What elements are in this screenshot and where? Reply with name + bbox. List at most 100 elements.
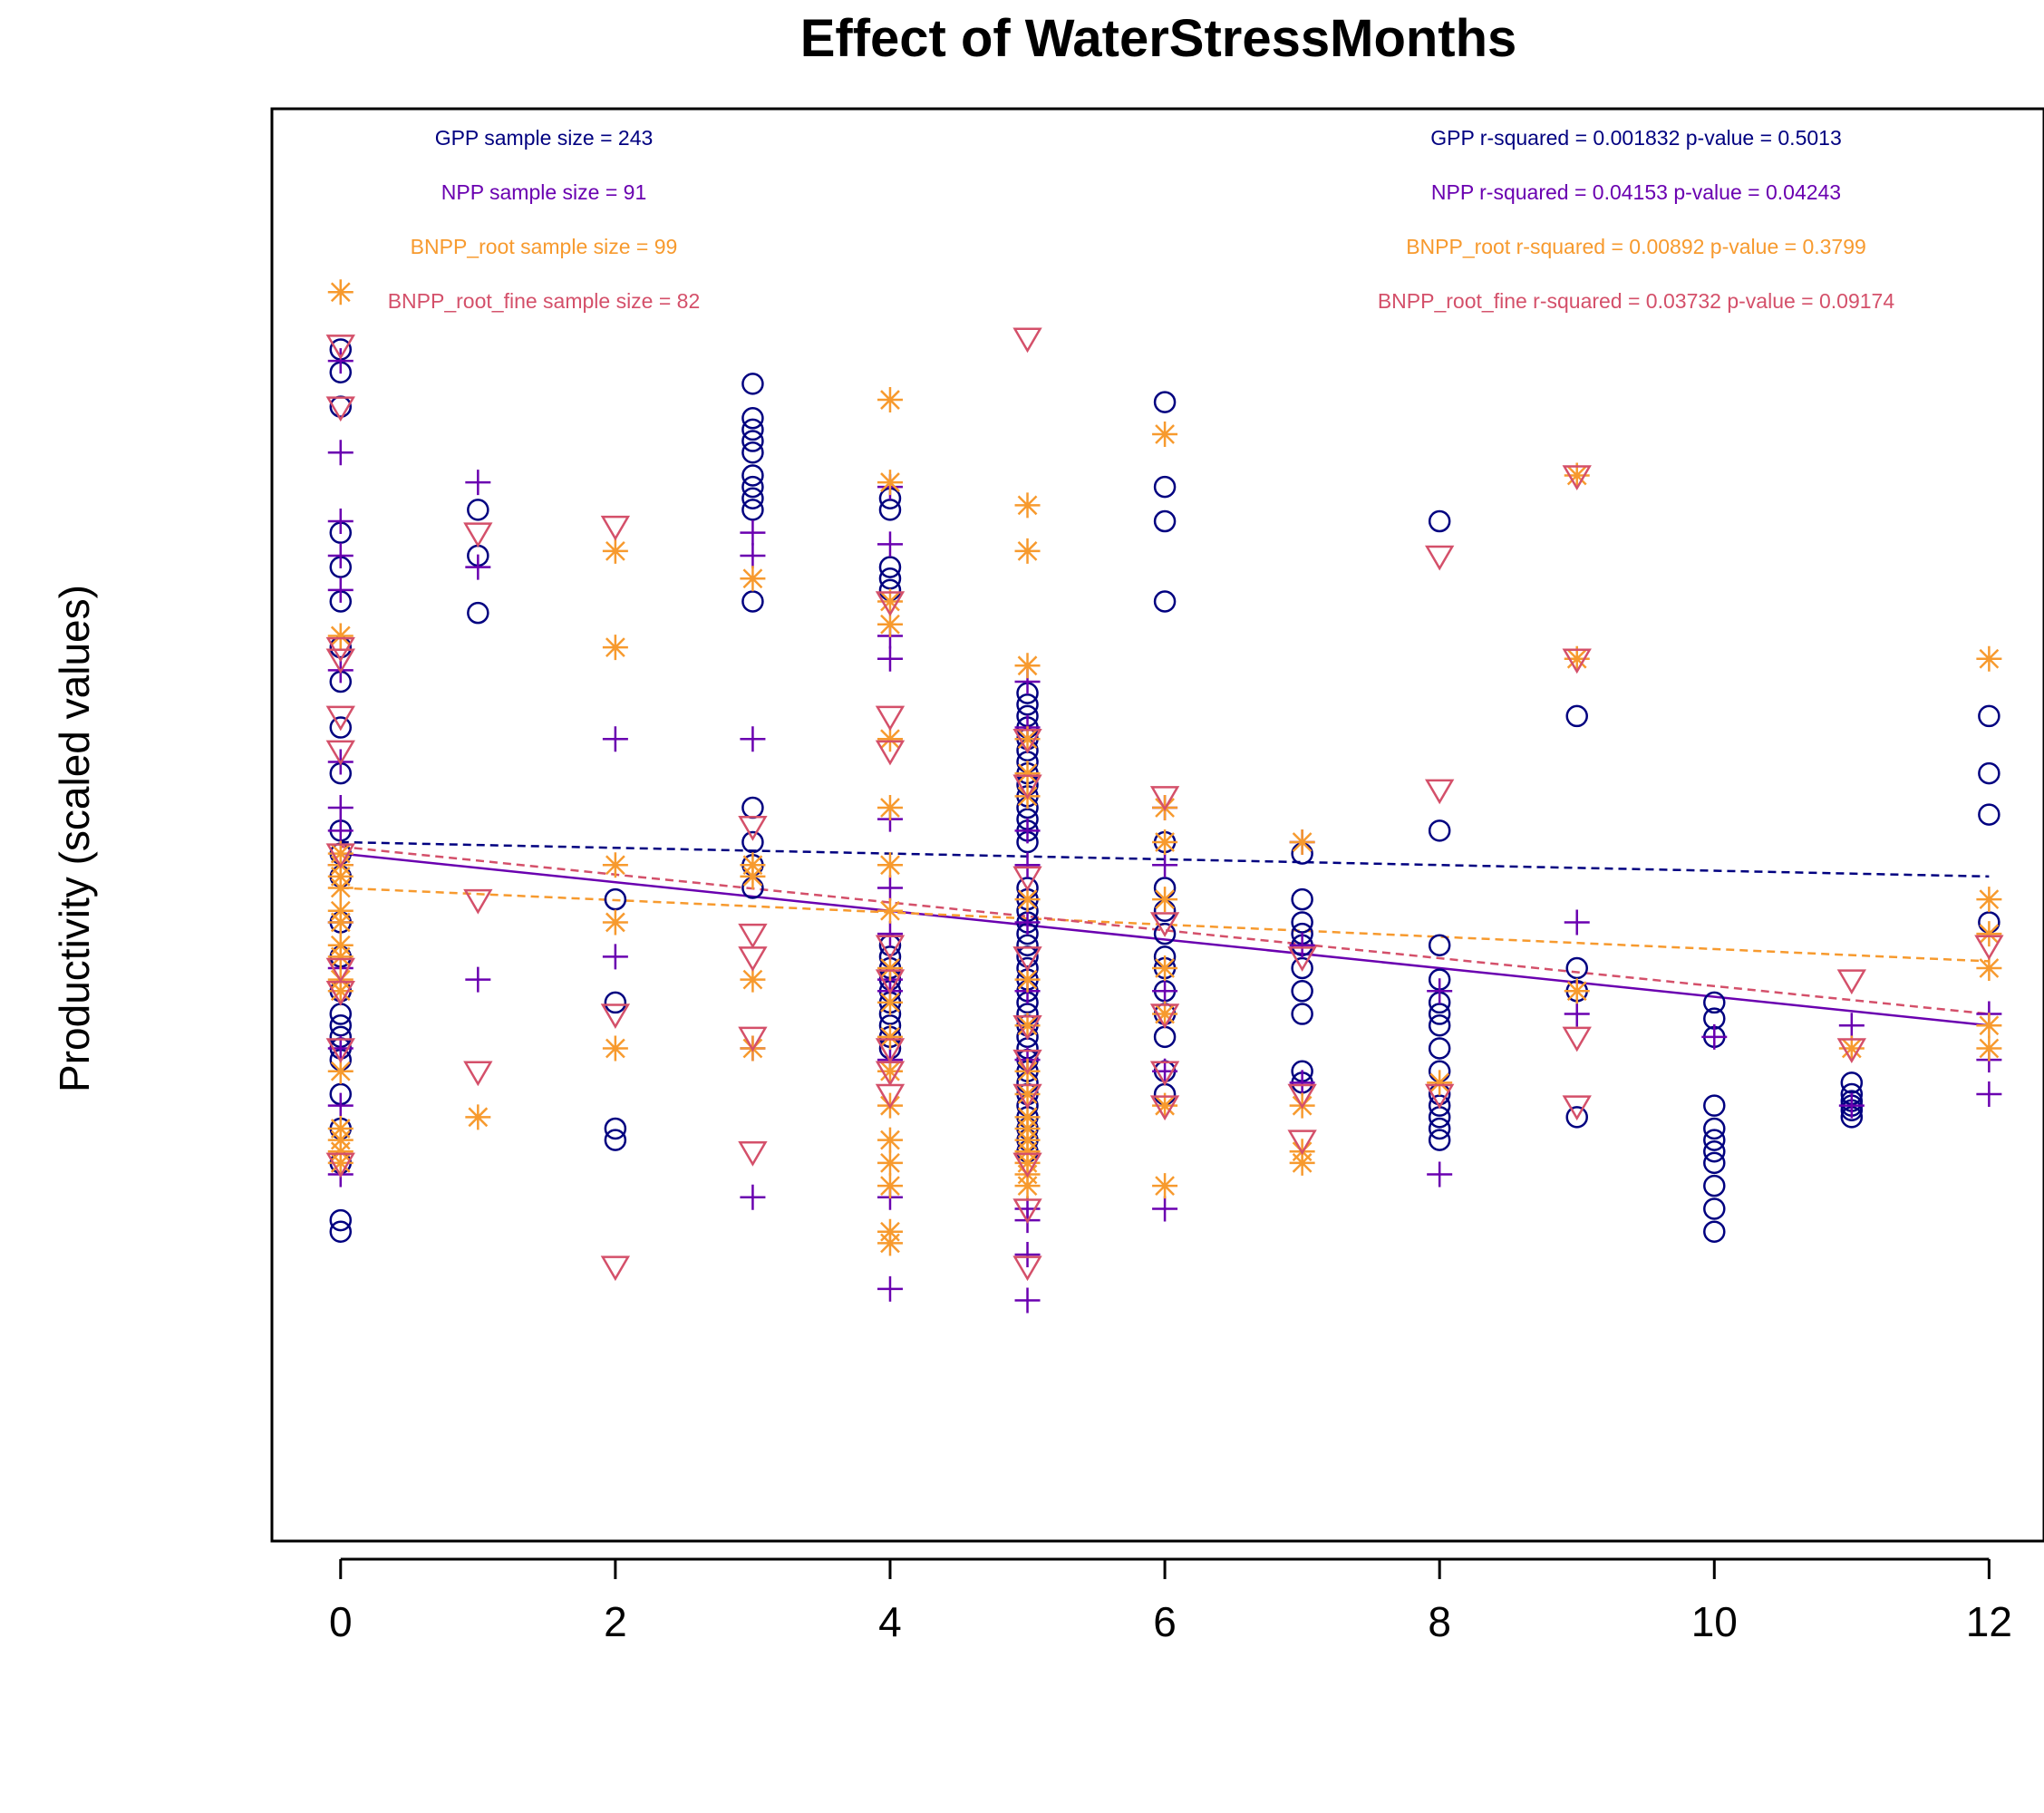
point-npp: [1564, 1001, 1590, 1027]
point-bnpp-root: [877, 588, 903, 615]
point-bnpp-root-fine: [875, 935, 906, 961]
point-gpp: [467, 601, 489, 625]
x-tick-label: 12: [1966, 1598, 2012, 1645]
x-tick-label: 10: [1691, 1598, 1738, 1645]
fit-line-gpp: [340, 840, 1990, 878]
point-bnpp-root: [877, 470, 903, 496]
point-bnpp-root-fine: [1562, 1026, 1592, 1052]
point-npp: [327, 509, 354, 535]
point-gpp: [741, 418, 764, 441]
point-gpp: [741, 441, 764, 464]
point-bnpp-root-fine: [875, 740, 906, 766]
point-bnpp-root: [327, 279, 354, 305]
x-tick-label: 6: [1153, 1598, 1177, 1645]
point-gpp: [1428, 509, 1451, 533]
point-bnpp-root-fine: [738, 923, 768, 949]
point-bnpp-root: [1014, 1173, 1041, 1199]
point-bnpp-root: [1976, 645, 2002, 672]
point-bnpp-root-fine: [1012, 1198, 1042, 1224]
point-gpp: [1291, 911, 1313, 934]
point-gpp: [604, 887, 627, 911]
point-gpp: [1428, 934, 1451, 956]
point-gpp: [1153, 509, 1177, 533]
point-npp: [1838, 1092, 1865, 1119]
point-gpp: [604, 991, 627, 1014]
point-bnpp-root-fine: [600, 1256, 631, 1282]
y-axis-label: Productivity (scaled values): [51, 585, 98, 1092]
point-gpp: [1978, 704, 2000, 728]
point-npp: [327, 818, 354, 844]
point-bnpp-root: [602, 852, 628, 878]
point-gpp: [741, 796, 764, 819]
r-squared-label: GPP r-squared = 0.001832 p-value = 0.501…: [1430, 126, 1842, 150]
point-bnpp-root-fine: [1012, 866, 1042, 892]
point-bnpp-root: [877, 989, 903, 1015]
point-bnpp-root: [1976, 921, 2002, 947]
point-bnpp-root-fine: [1425, 545, 1455, 571]
point-bnpp-root-fine: [1562, 465, 1592, 490]
point-npp: [877, 531, 903, 557]
point-gpp: [741, 475, 764, 499]
point-npp: [327, 348, 354, 374]
point-bnpp-root: [877, 1149, 903, 1176]
point-bnpp-root-fine: [738, 946, 768, 972]
chart-title: Effect of WaterStressMonths: [800, 9, 1517, 68]
point-bnpp-root-fine: [875, 705, 906, 732]
point-bnpp-root-fine: [1012, 946, 1042, 972]
r-squared-label: BNPP_root_fine r-squared = 0.03732 p-val…: [1378, 289, 1894, 313]
sample-size-label: BNPP_root_fine sample size = 82: [388, 289, 701, 313]
point-gpp: [329, 1003, 353, 1025]
point-bnpp-root-fine: [1287, 1083, 1317, 1110]
point-bnpp-root: [1014, 966, 1041, 993]
point-bnpp-root: [877, 1023, 903, 1050]
point-gpp: [1428, 1106, 1451, 1129]
point-bnpp-root: [1152, 887, 1178, 913]
point-gpp: [1565, 956, 1588, 980]
point-npp: [1427, 978, 1453, 1004]
point-gpp: [741, 373, 764, 395]
point-bnpp-root: [1152, 1001, 1178, 1027]
point-gpp: [1703, 1139, 1726, 1163]
point-npp: [327, 1092, 354, 1119]
point-bnpp-root-fine: [325, 1152, 355, 1178]
r-squared-label: BNPP_root r-squared = 0.00892 p-value = …: [1406, 235, 1866, 258]
point-gpp: [1840, 1071, 1864, 1094]
point-gpp: [1565, 704, 1588, 728]
point-gpp: [1703, 1220, 1726, 1243]
point-bnpp-root-fine: [738, 1140, 768, 1167]
point-bnpp-root-fine: [1012, 1256, 1042, 1282]
point-gpp: [1428, 1094, 1451, 1117]
point-bnpp-root: [1564, 978, 1590, 1004]
point-bnpp-root-fine: [875, 1083, 906, 1110]
point-npp: [740, 542, 766, 568]
point-gpp: [1016, 934, 1039, 956]
point-gpp: [1291, 956, 1313, 980]
point-npp: [1289, 1070, 1315, 1096]
point-bnpp-root-fine: [738, 1026, 768, 1052]
point-bnpp-root: [1014, 1013, 1041, 1039]
point-gpp: [604, 1129, 627, 1151]
point-bnpp-root: [602, 538, 628, 564]
point-bnpp-root: [877, 795, 903, 821]
point-gpp: [1016, 693, 1039, 716]
point-gpp: [329, 1220, 353, 1243]
point-npp: [740, 1184, 766, 1210]
point-bnpp-root-fine: [325, 705, 355, 732]
point-gpp: [1978, 803, 2000, 826]
point-npp: [465, 966, 491, 993]
point-gpp: [1428, 1129, 1451, 1151]
point-gpp: [741, 464, 764, 487]
point-npp: [602, 944, 628, 970]
point-bnpp-root: [740, 566, 766, 592]
point-npp: [465, 554, 491, 580]
point-gpp: [741, 499, 764, 521]
point-bnpp-root-fine: [325, 648, 355, 674]
point-gpp: [1428, 819, 1451, 842]
point-npp: [602, 726, 628, 752]
point-npp: [1152, 1196, 1178, 1222]
point-bnpp-root: [1976, 887, 2002, 913]
point-bnpp-root: [877, 387, 903, 413]
point-bnpp-root: [877, 1058, 903, 1084]
point-bnpp-root-fine: [1012, 1049, 1042, 1075]
